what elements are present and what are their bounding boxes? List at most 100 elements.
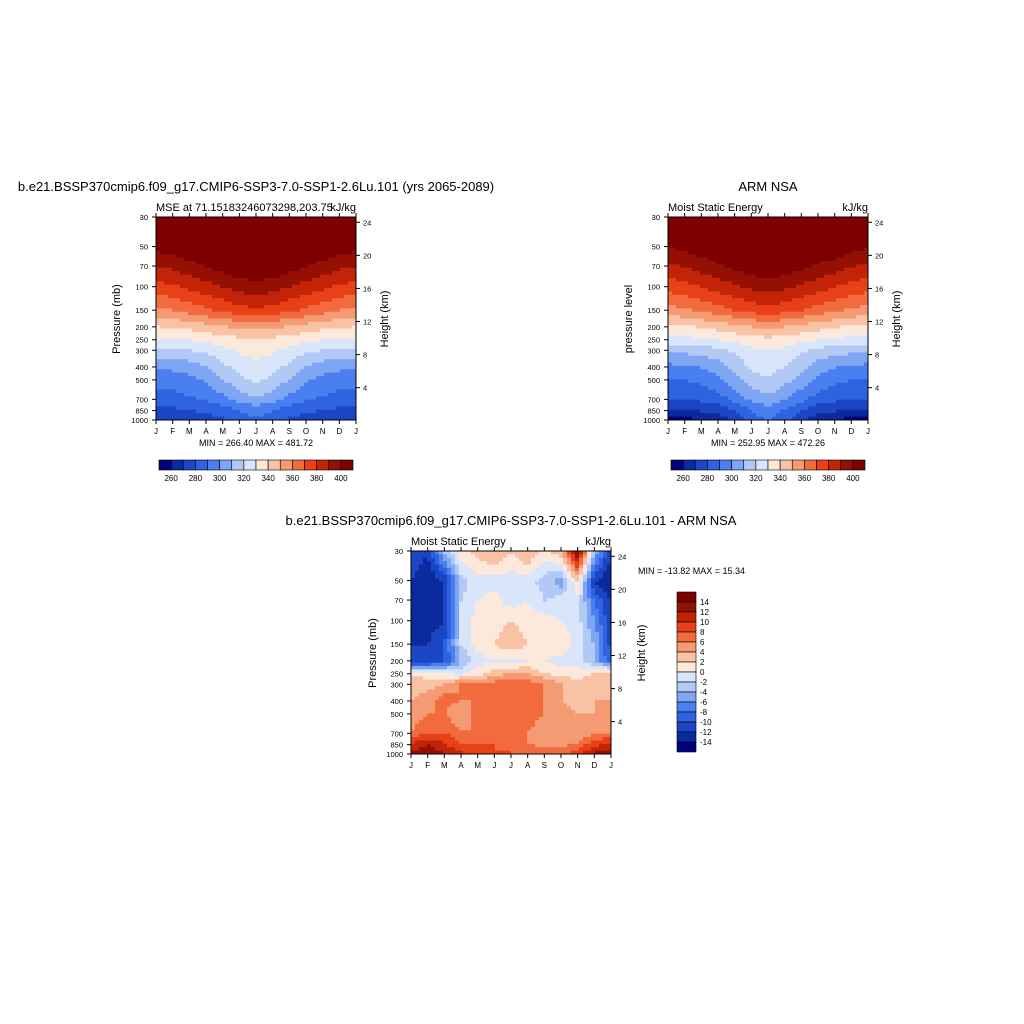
heatmap-cell (864, 284, 869, 289)
heatmap-cell (212, 403, 217, 407)
heatmap-cell (740, 217, 745, 221)
heatmap-cell (208, 230, 213, 235)
heatmap-cell (308, 328, 313, 333)
heatmap-cell (296, 409, 301, 414)
heatmap-cell (864, 230, 869, 235)
heatmap-cell (284, 362, 289, 367)
heatmap-cell (216, 389, 221, 394)
heatmap-cell (844, 233, 849, 238)
heatmap-cell (268, 247, 273, 252)
heatmap-cell (740, 284, 745, 289)
heatmap-cell (796, 301, 801, 306)
heatmap-cell (304, 294, 309, 299)
heatmap-cell (684, 271, 689, 275)
heatmap-cell (228, 254, 233, 258)
heatmap-cell (200, 260, 205, 265)
heatmap-cell (340, 217, 345, 221)
heatmap-cell (292, 382, 297, 387)
heatmap-cell (308, 332, 313, 336)
heatmap-cell (804, 294, 809, 299)
heatmap-cell (260, 365, 265, 370)
x-tick-label: S (287, 427, 292, 436)
heatmap-cell (256, 250, 261, 255)
heatmap-cell (204, 376, 209, 380)
heatmap-cell (268, 321, 273, 326)
heatmap-cell (784, 277, 789, 282)
heatmap-cell (272, 291, 277, 296)
heatmap-cell (284, 260, 289, 265)
heatmap-cell (252, 369, 257, 374)
heatmap-cell (204, 372, 209, 377)
heatmap-cell (820, 277, 825, 282)
heatmap-cell (716, 257, 721, 262)
colorbar-label: 380 (310, 474, 324, 483)
heatmap-cell (812, 298, 817, 302)
heatmap-cell (864, 332, 869, 336)
heatmap-cell (848, 240, 853, 245)
heatmap-cell (164, 298, 169, 302)
heatmap-cell (348, 277, 353, 282)
heatmap-cell (248, 227, 253, 231)
heatmap-cell (332, 355, 337, 360)
heatmap-cell (268, 284, 273, 289)
heatmap-cell (768, 338, 773, 343)
heatmap-cell (856, 217, 861, 221)
heatmap-cell (208, 389, 213, 394)
heatmap-cell (220, 355, 225, 360)
heatmap-cell (296, 403, 301, 407)
heatmap-cell (256, 413, 261, 418)
heatmap-cell (268, 372, 273, 377)
heatmap-cell (160, 352, 165, 357)
heatmap-cell (772, 315, 777, 319)
heatmap-cell (744, 298, 749, 302)
heatmap-cell (760, 244, 765, 248)
heatmap-cell (180, 298, 185, 302)
heatmap-cell (284, 352, 289, 357)
heatmap-cell (808, 237, 813, 242)
heatmap-cell (156, 376, 161, 380)
heatmap-cell (680, 223, 685, 228)
heatmap-cell (332, 230, 337, 235)
heatmap-cell (816, 237, 821, 242)
heatmap-cell (684, 325, 689, 330)
heatmap-cell (792, 247, 797, 252)
heatmap-cell (812, 271, 817, 275)
heatmap-cell (672, 284, 677, 289)
heatmap-cell (300, 386, 305, 390)
heatmap-cell (212, 260, 217, 265)
heatmap-cell (720, 247, 725, 252)
heatmap-cell (312, 335, 317, 340)
heatmap-cell (280, 267, 285, 272)
heatmap-cell (708, 260, 713, 265)
heatmap-cell (300, 230, 305, 235)
heatmap-cell (316, 233, 321, 238)
heatmap-cell (760, 254, 765, 258)
heatmap-cell (680, 254, 685, 258)
heatmap-cell (288, 362, 293, 367)
heatmap-cell (224, 260, 229, 265)
heatmap-cell (188, 230, 193, 235)
heatmap-cell (848, 288, 853, 292)
heatmap-cell (680, 318, 685, 323)
heatmap-cell (756, 315, 761, 319)
heatmap-cell (272, 416, 277, 421)
heatmap-cell (352, 359, 357, 363)
heatmap-cell (348, 352, 353, 357)
heatmap-cell (712, 301, 717, 306)
heatmap-cell (312, 250, 317, 255)
heatmap-cell (260, 254, 265, 258)
heatmap-cell (248, 223, 253, 228)
heatmap-cell (232, 304, 237, 309)
heatmap-cell (728, 227, 733, 231)
heatmap-cell (316, 277, 321, 282)
heatmap-cell (272, 396, 277, 401)
heatmap-cell (760, 328, 765, 333)
heatmap-cell (320, 315, 325, 319)
heatmap-cell (200, 342, 205, 346)
heatmap-cell (740, 267, 745, 272)
heatmap-cell (284, 413, 289, 418)
heatmap-cell (680, 284, 685, 289)
heatmap-cell (284, 338, 289, 343)
heatmap-cell (160, 237, 165, 242)
heatmap-cell (772, 294, 777, 299)
